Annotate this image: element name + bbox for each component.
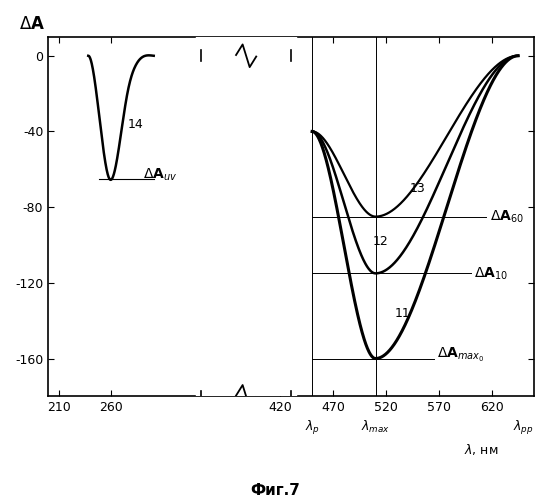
Text: $\Delta$$\mathbf{A}_{10}$: $\Delta$$\mathbf{A}_{10}$ [474,265,508,281]
Text: $\lambda_p$: $\lambda_p$ [305,419,320,437]
Text: $\lambda_{pp}$: $\lambda_{pp}$ [513,419,533,437]
Text: $\Delta$A: $\Delta$A [19,16,45,34]
Text: 13: 13 [409,182,425,195]
Text: Фиг.7: Фиг.7 [250,483,300,498]
Text: $\Delta$$\mathbf{A}_{uv}$: $\Delta$$\mathbf{A}_{uv}$ [143,167,178,183]
Bar [196,28,296,396]
Text: $\lambda_{max}$: $\lambda_{max}$ [361,419,390,435]
Text: 14: 14 [127,118,143,130]
Text: $\lambda$, нм: $\lambda$, нм [464,442,498,457]
Text: 12: 12 [372,235,388,248]
Text: $\Delta$$\mathbf{A}_{max_0}$: $\Delta$$\mathbf{A}_{max_0}$ [437,346,484,364]
Text: $\Delta$$\mathbf{A}_{60}$: $\Delta$$\mathbf{A}_{60}$ [490,208,524,225]
Text: 11: 11 [394,307,410,320]
